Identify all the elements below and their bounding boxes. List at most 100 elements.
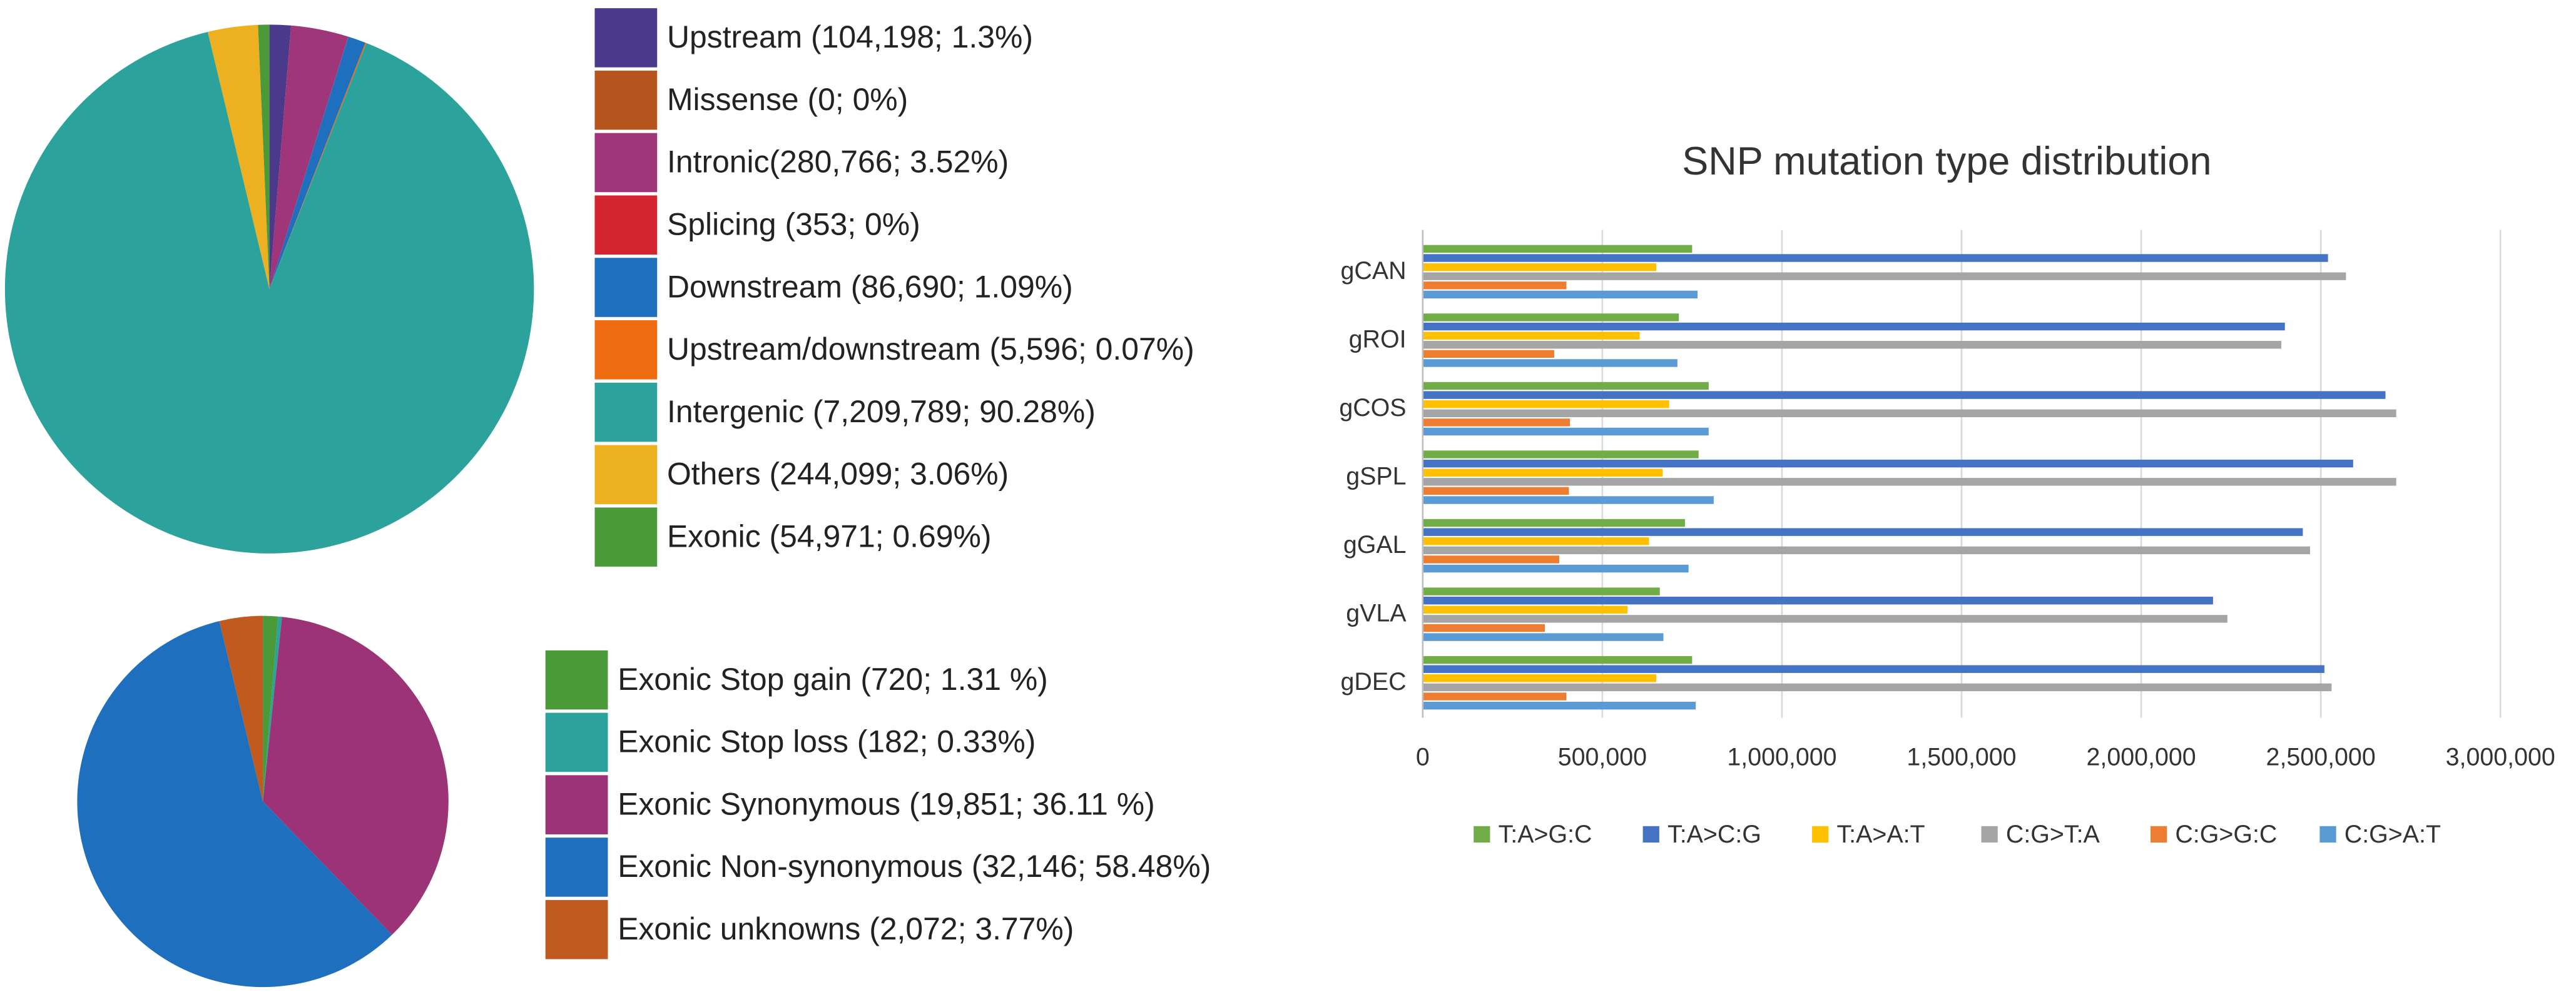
x-tick-label: 0 xyxy=(1416,744,1430,771)
legend-swatch xyxy=(545,775,608,834)
pie-slice xyxy=(269,43,367,290)
bar xyxy=(1422,701,1696,710)
bar xyxy=(1422,665,2324,673)
bar xyxy=(1422,555,1559,564)
legend-swatch xyxy=(545,899,608,959)
x-tick-label: 1,500,000 xyxy=(1907,744,2016,771)
bar xyxy=(1422,450,1699,458)
bar xyxy=(1422,633,1664,641)
legend-label: Downstream (86,690; 1.09%) xyxy=(667,269,1073,304)
legend-swatch xyxy=(1812,826,1829,843)
bar xyxy=(1422,418,1571,427)
legend-swatch xyxy=(594,70,658,130)
bar xyxy=(1422,624,1545,632)
bar xyxy=(1422,359,1677,367)
legend-label: C:G>G:C xyxy=(2175,821,2277,848)
y-tick-label: gCOS xyxy=(1339,394,1406,422)
pie-slice xyxy=(269,25,349,290)
bar xyxy=(1422,692,1567,701)
bar xyxy=(1422,245,1693,253)
pie-slice xyxy=(269,24,292,290)
legend-swatch xyxy=(545,650,608,710)
pie-slice xyxy=(219,615,263,802)
x-tick-label: 1,000,000 xyxy=(1727,744,1836,771)
legend-label: Exonic (54,971; 0.69%) xyxy=(667,519,991,554)
pie-slice xyxy=(77,620,392,988)
bar xyxy=(1422,655,1693,664)
bar xyxy=(1422,487,1569,495)
legend-label: C:G>T:A xyxy=(2006,821,2100,848)
bar xyxy=(1422,263,1656,271)
pie-slice xyxy=(208,24,270,290)
bar xyxy=(1422,674,1656,682)
bar xyxy=(1422,332,1640,340)
bar xyxy=(1422,272,2346,280)
y-tick-label: gROI xyxy=(1349,325,1407,353)
bar xyxy=(1422,546,2310,555)
bar xyxy=(1422,459,2353,468)
bar xyxy=(1422,322,2285,331)
legend-label: Intronic(280,766; 3.52%) xyxy=(667,144,1009,180)
bar xyxy=(1422,528,2303,536)
pie-slice xyxy=(263,616,282,802)
y-tick-label: gGAL xyxy=(1343,531,1407,559)
y-tick-label: gSPL xyxy=(1346,463,1406,490)
bar xyxy=(1422,290,1698,299)
legend-swatch xyxy=(594,8,658,68)
bar xyxy=(1422,564,1689,573)
legend-label: Exonic Non-synonymous (32,146; 58.48%) xyxy=(618,849,1211,884)
bar xyxy=(1422,605,1628,614)
legend-swatch xyxy=(594,507,658,567)
legend-swatch xyxy=(545,838,608,897)
bar xyxy=(1422,409,2396,417)
legend-swatch xyxy=(2319,826,2336,843)
legend-label: Exonic Stop loss (182; 0.33%) xyxy=(618,724,1036,759)
legend-label: Exonic unknowns (2,072; 3.77%) xyxy=(618,911,1074,946)
legend-label: T:A>C:G xyxy=(1667,821,1761,848)
legend-label: Others (244,099; 3.06%) xyxy=(667,457,1009,492)
pie-slice xyxy=(258,24,270,290)
legend-swatch xyxy=(1474,826,1490,843)
bar xyxy=(1422,478,2396,486)
pie-slice xyxy=(269,36,365,290)
legend-label: C:G>A:T xyxy=(2344,821,2441,848)
legend-swatch xyxy=(594,258,658,317)
legend-swatch xyxy=(594,445,658,505)
bar xyxy=(1422,587,1660,595)
x-tick-label: 500,000 xyxy=(1558,744,1647,771)
bar xyxy=(1422,341,2281,349)
legend-swatch xyxy=(594,195,658,255)
legend-label: T:A>G:C xyxy=(1499,821,1592,848)
legend-swatch xyxy=(594,382,658,442)
bar xyxy=(1422,615,2227,623)
legend-label: Intergenic (7,209,789; 90.28%) xyxy=(667,394,1096,429)
x-tick-label: 3,000,000 xyxy=(2446,744,2555,771)
bar xyxy=(1422,281,1567,290)
x-tick-label: 2,500,000 xyxy=(2266,744,2376,771)
legend-label: Missense (0; 0%) xyxy=(667,82,908,117)
bar xyxy=(1422,496,1714,504)
y-tick-label: gDEC xyxy=(1341,668,1407,696)
legend-label: T:A>A:T xyxy=(1836,821,1925,848)
legend-swatch xyxy=(594,133,658,193)
legend-swatch xyxy=(1642,826,1659,843)
legend-swatch xyxy=(1981,826,1998,843)
bar xyxy=(1422,391,2386,399)
bar xyxy=(1422,537,1649,545)
legend-label: Splicing (353; 0%) xyxy=(667,207,920,242)
legend-swatch xyxy=(2150,826,2167,843)
bar xyxy=(1422,313,1679,321)
pie-slice xyxy=(263,617,449,935)
chart-title: SNP mutation type distribution xyxy=(1682,139,2211,183)
bar xyxy=(1422,254,2328,262)
bar xyxy=(1422,596,2213,605)
bar xyxy=(1422,382,1709,390)
legend-swatch xyxy=(594,320,658,380)
bar xyxy=(1422,427,1709,436)
y-tick-label: gVLA xyxy=(1346,600,1407,627)
pie-slice xyxy=(269,36,349,290)
bar xyxy=(1422,683,2332,692)
bar xyxy=(1422,519,1685,527)
